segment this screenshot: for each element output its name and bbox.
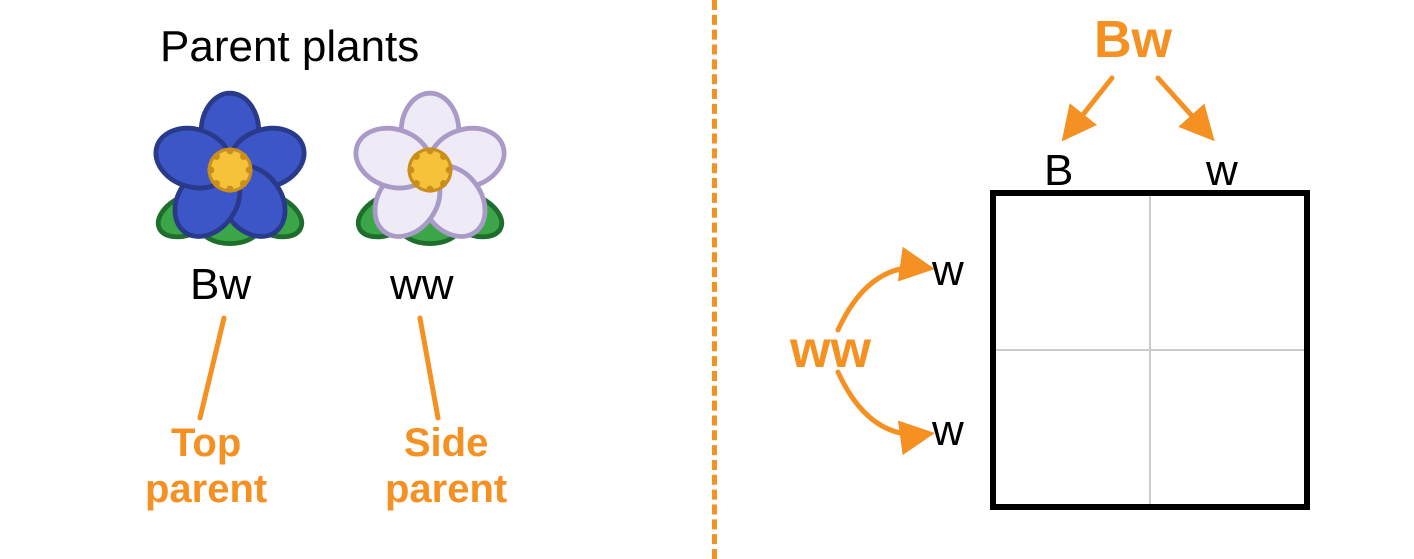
side-allele-0: w	[932, 246, 964, 296]
genotype-b: ww	[390, 260, 454, 310]
top-parent-genotype: Bw	[1094, 10, 1172, 70]
flower-blue	[150, 90, 310, 255]
side-parent-genotype: ww	[790, 320, 871, 380]
side-allele-1: w	[932, 406, 964, 456]
top-allele-0: B	[1044, 146, 1073, 196]
label-side-parent: Sideparent	[385, 420, 507, 512]
vertical-divider	[712, 0, 717, 559]
genotype-a: Bw	[190, 260, 251, 310]
top-allele-1: w	[1206, 146, 1238, 196]
label-top-parent: Topparent	[145, 420, 267, 512]
flower-white	[350, 90, 510, 255]
left-title: Parent plants	[160, 22, 419, 72]
arrow-side-down	[0, 0, 1, 1]
punnett-hline	[996, 349, 1304, 351]
punnett-square	[990, 190, 1310, 510]
